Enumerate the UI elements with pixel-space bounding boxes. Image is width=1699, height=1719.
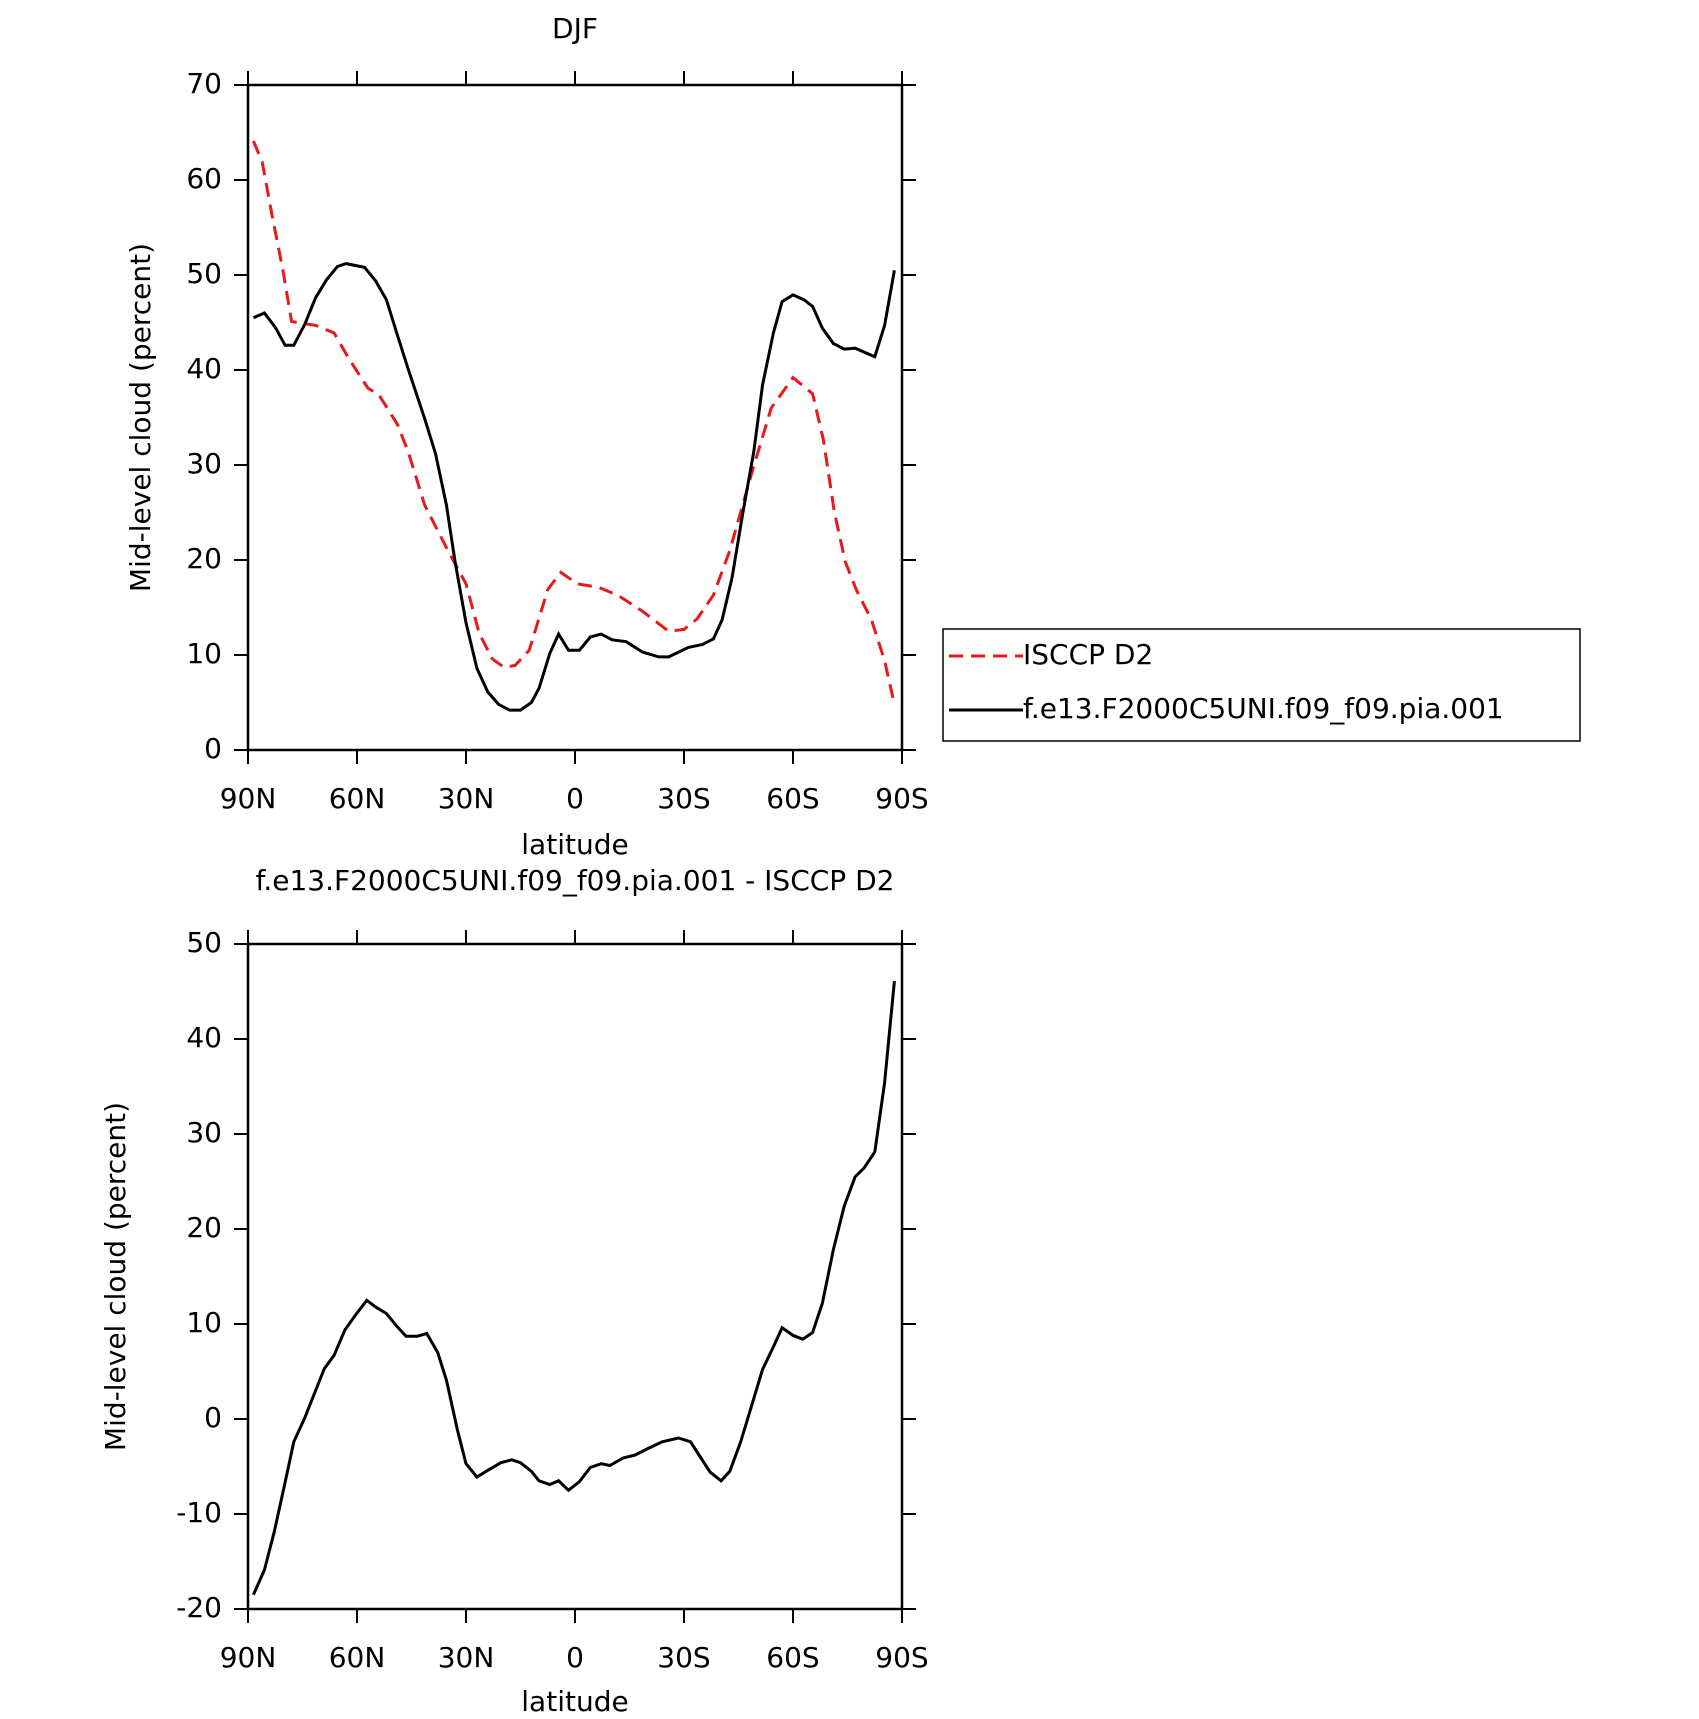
x-tick-label: 0 [566,782,584,815]
y-axis-label: Mid-level cloud (percent) [99,1102,132,1451]
x-tick-label: 90S [875,782,928,815]
data-line [252,140,896,705]
data-line [252,980,896,1596]
x-tick-label: 60N [329,1641,386,1674]
y-tick-label: 20 [186,542,222,575]
y-tick-label: -20 [176,1591,222,1624]
y-tick-label: 40 [186,1021,222,1054]
y-tick-label: 0 [204,732,222,765]
y-axis-label: Mid-level cloud (percent) [124,243,157,592]
legend-label: f.e13.F2000C5UNI.f09_f09.pia.001 [1023,692,1504,725]
x-axis-label: latitude [521,828,628,861]
y-tick-label: 70 [186,67,222,100]
chart-title: f.e13.F2000C5UNI.f09_f09.pia.001 - ISCCP… [256,864,895,897]
x-tick-label: 60S [766,782,819,815]
y-tick-label: 10 [186,1306,222,1339]
x-tick-label: 0 [566,1641,584,1674]
y-tick-label: -10 [176,1496,222,1529]
y-tick-label: 20 [186,1211,222,1244]
x-axis-label: latitude [521,1685,628,1718]
x-tick-label: 90S [875,1641,928,1674]
y-tick-label: 40 [186,352,222,385]
x-tick-label: 30S [657,782,710,815]
y-tick-label: 10 [186,637,222,670]
x-tick-label: 60N [329,782,386,815]
chart-title: DJF [552,12,598,45]
x-tick-label: 90N [220,782,277,815]
x-tick-label: 30N [438,1641,495,1674]
x-tick-label: 90N [220,1641,277,1674]
y-tick-label: 50 [186,926,222,959]
plot-frame [246,942,904,1611]
legend-label: ISCCP D2 [1023,638,1153,671]
x-tick-label: 30S [657,1641,710,1674]
y-tick-label: 60 [186,162,222,195]
x-tick-label: 30N [438,782,495,815]
y-tick-label: 30 [186,447,222,480]
y-tick-label: 50 [186,257,222,290]
x-tick-label: 60S [766,1641,819,1674]
data-line [252,262,896,712]
legend-box [942,628,1581,742]
y-tick-label: 30 [186,1116,222,1149]
y-tick-label: 0 [204,1401,222,1434]
